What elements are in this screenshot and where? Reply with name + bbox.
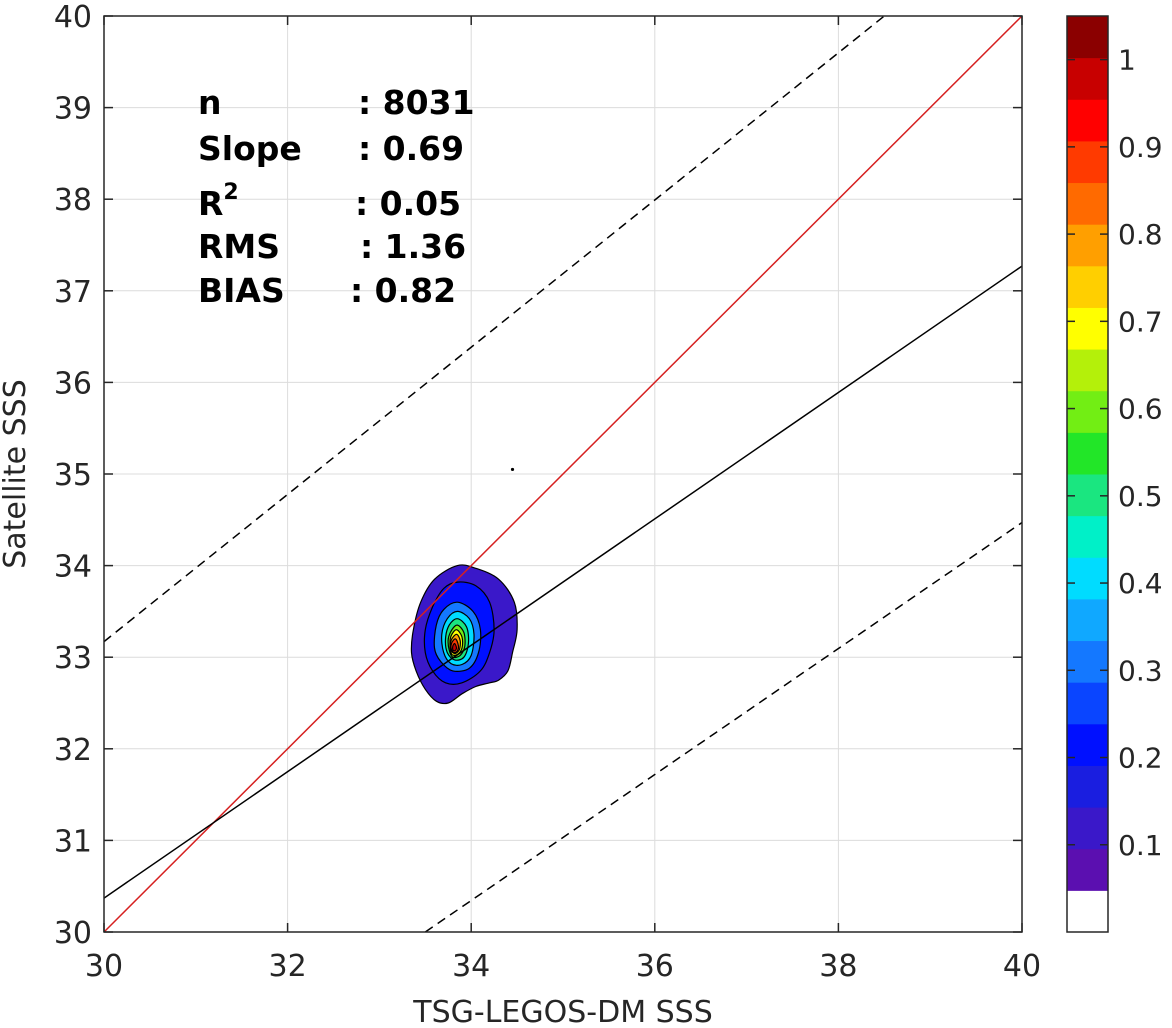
colorbar-band [1067, 99, 1108, 142]
colorbar-band [1067, 723, 1108, 766]
y-tick-label: 30 [54, 916, 92, 951]
x-tick-label: 30 [85, 949, 123, 984]
colorbar-tick-label: 0.8 [1118, 218, 1163, 251]
colorbar-band [1067, 349, 1108, 392]
contour-level-9 [451, 642, 458, 652]
colorbar-tick-label: 0.7 [1118, 305, 1163, 338]
colorbar-band [1067, 140, 1108, 184]
identity-line [104, 16, 1022, 932]
stat-value: : 0.82 [350, 271, 456, 310]
lower-bound-line [424, 521, 1022, 932]
y-tick-label: 33 [54, 641, 92, 676]
colorbar-band [1067, 557, 1108, 600]
y-tick-label: 37 [54, 275, 92, 310]
colorbar-tick-label: 0.2 [1118, 742, 1163, 775]
colorbar-tick-label: 0.9 [1118, 131, 1163, 164]
colorbar-tick-label: 0.5 [1118, 480, 1163, 513]
y-tick-label: 40 [54, 0, 92, 35]
colorbar-band [1067, 432, 1108, 475]
colorbar-band [1067, 224, 1108, 267]
stat-value: : 8031 [358, 83, 475, 122]
x-tick-label: 34 [452, 949, 490, 984]
colorbar-band [1067, 598, 1108, 642]
colorbar-band [1067, 515, 1108, 558]
y-tick-label: 32 [54, 733, 92, 768]
stat-value: : 1.36 [360, 227, 466, 266]
stat-label: BIAS [198, 271, 285, 310]
colorbar-band [1067, 890, 1108, 933]
stat-label: Slope [198, 129, 302, 168]
y-tick-label: 34 [54, 550, 92, 585]
colorbar-band [1067, 16, 1108, 59]
grid [103, 15, 1023, 933]
fit-line [104, 265, 1022, 899]
axis-ticks: 30 32 34 36 38 40 30 31 32 33 34 35 36 37 38 39 40 [54, 0, 1041, 984]
stat-label: RMS [198, 227, 280, 266]
x-tick-label: 38 [819, 949, 857, 984]
colorbar-tick-label: 1 [1118, 44, 1136, 77]
y-axis-label: Satellite SSS [0, 379, 33, 569]
colorbar-band [1067, 765, 1108, 808]
colorbar-band [1067, 848, 1108, 891]
y-tick-label: 31 [54, 824, 92, 859]
stat-value: : 0.69 [358, 129, 464, 168]
y-tick-label: 39 [54, 92, 92, 127]
stat-label: n [198, 83, 222, 122]
colorbar-tick-label: 0.4 [1118, 567, 1163, 600]
y-tick-label: 38 [54, 183, 92, 218]
stat-value: : 0.05 [355, 184, 461, 223]
colorbar-band [1067, 807, 1108, 850]
upper-bound-line [104, 16, 885, 643]
x-axis-label: TSG-LEGOS-DM SSS [412, 995, 713, 1028]
stray-points [510, 467, 515, 472]
colorbar-band [1067, 390, 1108, 433]
colorbar-band [1067, 682, 1108, 725]
colorbar: 0.1 0.2 0.3 0.4 0.5 0.6 0.7 0.8 0.9 1 [1066, 15, 1163, 933]
colorbar-band [1067, 307, 1108, 350]
colorbar-band [1067, 182, 1108, 225]
stat-superscript: 2 [223, 180, 238, 205]
reference-lines [104, 16, 1022, 932]
colorbar-tick-label: 0.1 [1118, 829, 1163, 862]
stray-point [510, 467, 515, 472]
y-tick-label: 35 [54, 458, 92, 493]
colorbar-tick-label: 0.3 [1118, 654, 1163, 687]
colorbar-band [1067, 640, 1108, 683]
colorbar-tick-label: 0.6 [1118, 393, 1163, 426]
x-tick-label: 40 [1003, 949, 1041, 984]
x-tick-label: 32 [269, 949, 307, 984]
colorbar-frame [1066, 15, 1109, 933]
colorbar-band [1067, 57, 1108, 100]
colorbar-band [1067, 265, 1108, 308]
x-tick-label: 36 [636, 949, 674, 984]
y-tick-label: 36 [54, 366, 92, 401]
